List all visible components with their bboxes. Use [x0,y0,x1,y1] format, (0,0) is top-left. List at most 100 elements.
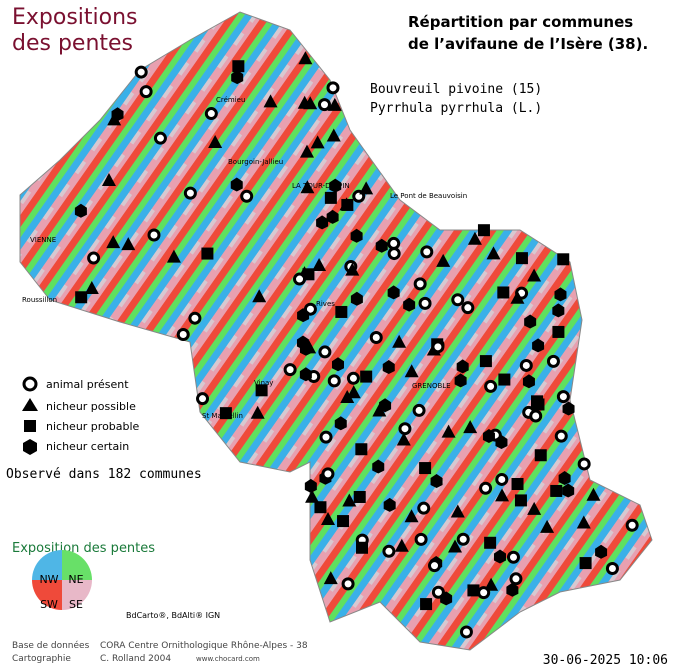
title: Expositions [12,5,138,30]
marker-certain [506,582,519,597]
marker-probable [531,395,544,408]
marker-present [319,430,333,444]
marker-possible [346,385,361,399]
marker-present [456,532,470,546]
marker-present [506,550,520,564]
marker-present [431,585,445,599]
marker-certain [299,367,312,382]
marker-present [546,354,560,368]
marker-present [318,345,332,359]
marker-probable [337,515,350,528]
marker-possible [300,144,315,158]
nw-sector [32,550,62,580]
marker-present [417,501,431,515]
marker-certain [558,470,571,485]
marker-present [431,340,445,354]
marker-probable [420,598,433,611]
marker-possible [84,280,99,294]
marker-probable [353,490,366,503]
marker-probable [201,247,214,260]
marker-possible [345,262,360,276]
marker-certain [334,416,347,431]
marker-probable [335,305,348,318]
marker-present [605,562,619,576]
marker-possible [327,97,342,111]
marker-certain [304,478,317,493]
legend-label: nicheur possible [46,400,136,413]
marker-possible [527,501,542,515]
marker-certain [532,338,545,353]
marker-probable [477,224,490,237]
marker-present [188,311,202,325]
marker-possible [486,246,501,260]
marker-present [382,544,396,558]
place-label: GRENOBLE [412,382,451,390]
marker-probable [497,286,510,299]
marker-possible [467,231,482,245]
marker-present [414,532,428,546]
website: www.chocard.com [196,655,260,663]
footer: Base de données CORA Centre Ornithologiq… [12,640,308,664]
marker-certain [379,398,392,413]
place-label: Bourgoin-Jallieu [228,158,283,166]
latin-name: Pyrrhula pyrrhula (L.) [370,101,542,116]
marker-probable [498,373,511,386]
marker-certain [326,209,339,224]
marker-certain [562,483,575,498]
exposition-title: Exposition des pentes [12,541,155,556]
marker-possible [527,268,542,282]
marker-possible [106,235,121,249]
marker-certain [383,497,396,512]
marker-certain [74,203,87,218]
marker-probable [255,384,268,397]
marker-probable [550,484,563,497]
carto-label: Cartographie [12,654,71,664]
marker-certain [297,308,310,323]
marker-certain [440,591,453,606]
marker-present [176,327,190,341]
marker-present [346,371,360,385]
marker-probable [479,355,492,368]
marker-present [554,429,568,443]
marker-possible [396,432,411,446]
marker-present [327,374,341,388]
marker-present [369,330,383,344]
marker-possible [326,128,341,142]
marker-certain [595,544,608,559]
marker-possible [321,512,336,526]
marker-possible [323,571,338,585]
ne-label: NE [68,573,83,586]
marker-possible [121,237,136,251]
marker-certain [375,238,388,253]
department-map [19,11,653,651]
marker-present [484,379,498,393]
place-label: Vinay [254,379,273,387]
marker-possible [392,334,407,348]
marker-probable [534,449,547,462]
se-sector [62,580,92,610]
marker-present [418,296,432,310]
marker-present [204,107,218,121]
marker-possible [586,487,601,501]
marker-possible [394,538,409,552]
subtitle: Répartition par communes [408,13,633,31]
marker-possible [495,488,510,502]
marker-present [479,481,493,495]
subtitle: de l’avifaune de l’Isère (38). [408,35,648,53]
place-label: Crémieu [216,96,245,104]
marker-present [183,186,197,200]
marker-possible [510,290,525,304]
marker-probable [419,462,432,475]
sw-sector [32,580,62,610]
marker-possible [359,181,374,195]
marker-present [428,559,442,573]
marker-possible [166,249,181,263]
marker-present [283,363,297,377]
marker-present [556,390,570,404]
place-label: St Marcellin [202,412,243,420]
marker-present [461,301,475,315]
marker-probable [324,191,337,204]
marker-present [451,293,465,307]
marker-probable [484,536,497,549]
marker-certain [296,335,309,350]
